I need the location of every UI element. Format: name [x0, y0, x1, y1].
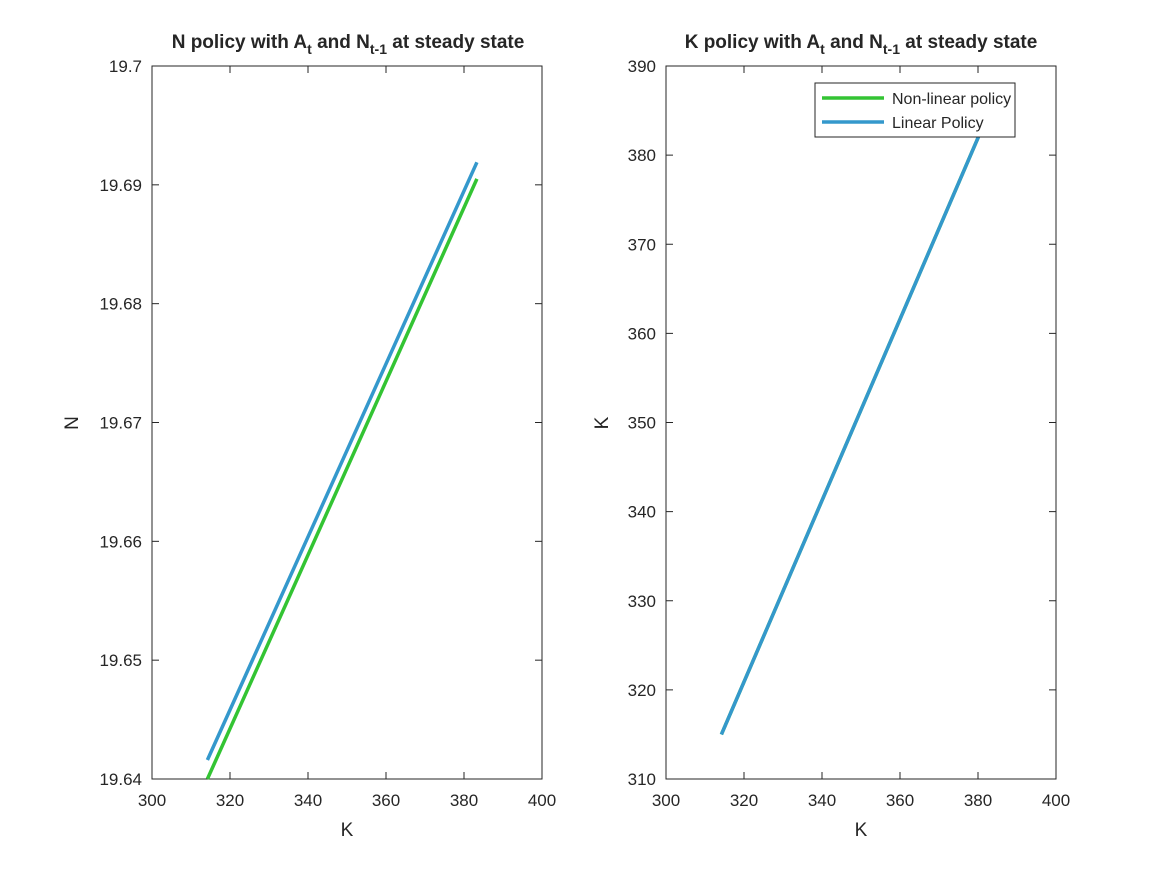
y-tick-label: 19.67 — [99, 414, 142, 433]
series-lines — [719, 100, 996, 736]
x-axis-label: K — [855, 820, 868, 841]
plot-area — [665, 65, 1057, 780]
y-tick-label: 370 — [628, 235, 656, 254]
y-tick-label: 19.66 — [99, 532, 142, 551]
y-tick-label: 19.68 — [99, 295, 142, 314]
x-tick-label: 340 — [294, 791, 322, 810]
x-tick-labels: 300 320 340 360 380 400 — [138, 791, 556, 810]
y-tick-labels: 19.64 19.65 19.66 19.67 19.68 19.69 19.7 — [99, 57, 142, 789]
tick-marks — [665, 65, 1057, 780]
x-tick-label: 340 — [808, 791, 836, 810]
y-tick-label: 19.64 — [99, 770, 142, 789]
chart-n-policy: N policy with At and Nt-1 at steady stat… — [62, 32, 556, 841]
x-tick-label: 380 — [450, 791, 478, 810]
series-line-linear — [205, 161, 479, 761]
chart-k-policy: K policy with At and Nt-1 at steady stat… — [592, 32, 1070, 841]
chart-title: N policy with At and Nt-1 at steady stat… — [172, 32, 525, 57]
y-tick-label: 19.7 — [109, 57, 142, 76]
legend-label-linear: Linear Policy — [892, 115, 984, 132]
x-tick-label: 400 — [1042, 791, 1070, 810]
x-tick-label: 360 — [372, 791, 400, 810]
y-tick-label: 360 — [628, 324, 656, 343]
y-tick-label: 390 — [628, 57, 656, 76]
x-tick-labels: 300 320 340 360 380 400 — [652, 791, 1070, 810]
y-tick-label: 19.65 — [99, 651, 142, 670]
y-tick-label: 350 — [628, 414, 656, 433]
plot-area — [151, 65, 543, 780]
y-tick-labels: 310 320 330 340 350 360 370 380 390 — [628, 57, 656, 789]
chart-title: K policy with At and Nt-1 at steady stat… — [685, 32, 1038, 57]
y-tick-label: 340 — [628, 503, 656, 522]
x-tick-label: 400 — [528, 791, 556, 810]
x-tick-label: 380 — [964, 791, 992, 810]
x-axis-label: K — [341, 820, 354, 841]
y-tick-label: 380 — [628, 146, 656, 165]
legend-box — [814, 82, 1016, 138]
series-line-nonlinear — [205, 178, 479, 780]
x-tick-label: 300 — [138, 791, 166, 810]
y-axis-label: K — [592, 416, 613, 429]
y-tick-label: 19.69 — [99, 176, 142, 195]
y-axis-label: N — [62, 416, 83, 430]
x-tick-label: 320 — [216, 791, 244, 810]
y-tick-label: 330 — [628, 592, 656, 611]
x-tick-label: 360 — [886, 791, 914, 810]
series-lines — [205, 161, 479, 780]
x-tick-label: 320 — [730, 791, 758, 810]
legend-label-non-linear: Non-linear policy — [892, 91, 1011, 108]
series-line-linear-policy — [719, 100, 996, 736]
legend: Non-linear policy Linear Policy — [814, 82, 1016, 138]
y-tick-label: 320 — [628, 681, 656, 700]
y-tick-label: 310 — [628, 770, 656, 789]
x-tick-label: 300 — [652, 791, 680, 810]
tick-marks — [151, 65, 543, 780]
